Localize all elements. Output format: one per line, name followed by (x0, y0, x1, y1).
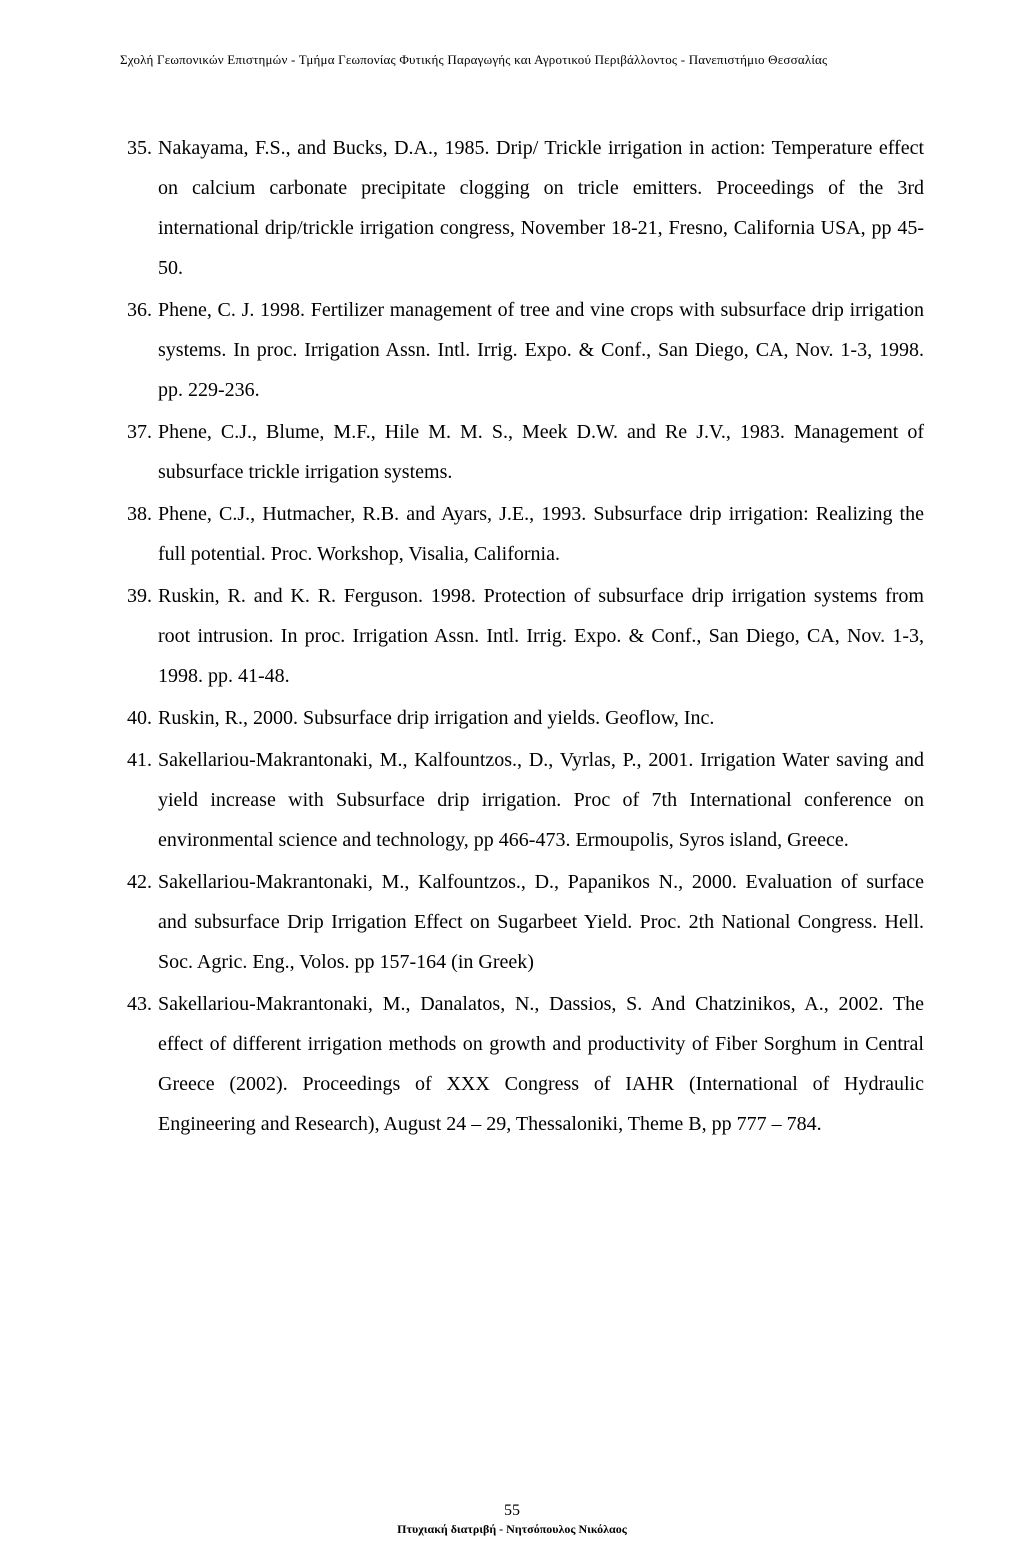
reference-item: 37. Phene, C.J., Blume, M.F., Hile M. M.… (120, 412, 924, 492)
reference-item: 36. Phene, C. J. 1998. Fertilizer manage… (120, 290, 924, 410)
reference-item: 39. Ruskin, R. and K. R. Ferguson. 1998.… (120, 576, 924, 696)
page-number: 55 (0, 1502, 1024, 1520)
page-header: Σχολή Γεωπονικών Επιστημών - Τμήμα Γεωπο… (120, 52, 924, 68)
reference-item: 42. Sakellariou-Makrantonaki, M., Kalfou… (120, 862, 924, 982)
reference-number: 41. (120, 740, 158, 780)
reference-item: 38. Phene, C.J., Hutmacher, R.B. and Aya… (120, 494, 924, 574)
reference-number: 38. (120, 494, 158, 534)
reference-item: 35. Nakayama, F.S., and Bucks, D.A., 198… (120, 128, 924, 288)
reference-text: Phene, C. J. 1998. Fertilizer management… (158, 290, 924, 410)
footer-text: Πτυχιακή διατριβή - Νητσόπουλος Νικόλαος (0, 1522, 1024, 1537)
reference-number: 39. (120, 576, 158, 616)
reference-number: 37. (120, 412, 158, 452)
reference-text: Ruskin, R. and K. R. Ferguson. 1998. Pro… (158, 576, 924, 696)
reference-text: Phene, C.J., Hutmacher, R.B. and Ayars, … (158, 494, 924, 574)
reference-item: 43. Sakellariou-Makrantonaki, M., Danala… (120, 984, 924, 1144)
reference-text: Sakellariou-Makrantonaki, M., Danalatos,… (158, 984, 924, 1144)
reference-text: Nakayama, F.S., and Bucks, D.A., 1985. D… (158, 128, 924, 288)
references-list: 35. Nakayama, F.S., and Bucks, D.A., 198… (120, 128, 924, 1144)
reference-item: 40. Ruskin, R., 2000. Subsurface drip ir… (120, 698, 924, 738)
reference-number: 42. (120, 862, 158, 902)
page-footer: 55 Πτυχιακή διατριβή - Νητσόπουλος Νικόλ… (0, 1502, 1024, 1537)
reference-number: 43. (120, 984, 158, 1024)
reference-item: 41. Sakellariou-Makrantonaki, M., Kalfou… (120, 740, 924, 860)
reference-number: 36. (120, 290, 158, 330)
reference-text: Sakellariou-Makrantonaki, M., Kalfountzo… (158, 740, 924, 860)
reference-text: Phene, C.J., Blume, M.F., Hile M. M. S.,… (158, 412, 924, 492)
reference-text: Ruskin, R., 2000. Subsurface drip irriga… (158, 698, 924, 738)
reference-number: 35. (120, 128, 158, 168)
reference-text: Sakellariou-Makrantonaki, M., Kalfountzo… (158, 862, 924, 982)
reference-number: 40. (120, 698, 158, 738)
